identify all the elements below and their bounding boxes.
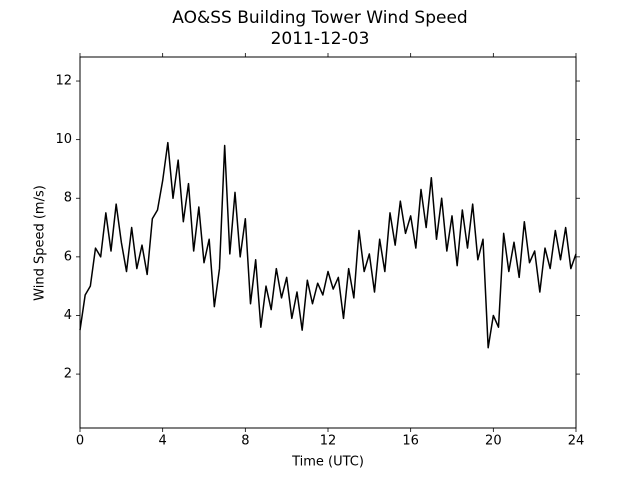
x-tick-label: 24 [568, 434, 585, 449]
x-tick-label: 0 [76, 434, 84, 449]
y-tick-label: 2 [64, 367, 72, 382]
chart-title: AO&SS Building Tower Wind Speed [172, 8, 467, 28]
y-tick-label: 8 [64, 191, 72, 206]
y-axis-label: Wind Speed (m/s) [33, 185, 48, 301]
x-tick-label: 20 [485, 434, 502, 449]
x-tick-label: 4 [159, 434, 167, 449]
y-tick-label: 10 [55, 132, 72, 147]
x-tick-label: 12 [320, 434, 337, 449]
y-tick-label: 6 [64, 249, 72, 264]
data-line [79, 141, 577, 349]
x-tick-label: 8 [241, 434, 249, 449]
y-tick-label: 4 [64, 308, 72, 323]
x-axis-label: Time (UTC) [291, 455, 364, 470]
chart-subtitle: 2011-12-03 [271, 29, 370, 49]
x-tick-label: 16 [402, 434, 419, 449]
y-tick-label: 12 [55, 74, 72, 89]
